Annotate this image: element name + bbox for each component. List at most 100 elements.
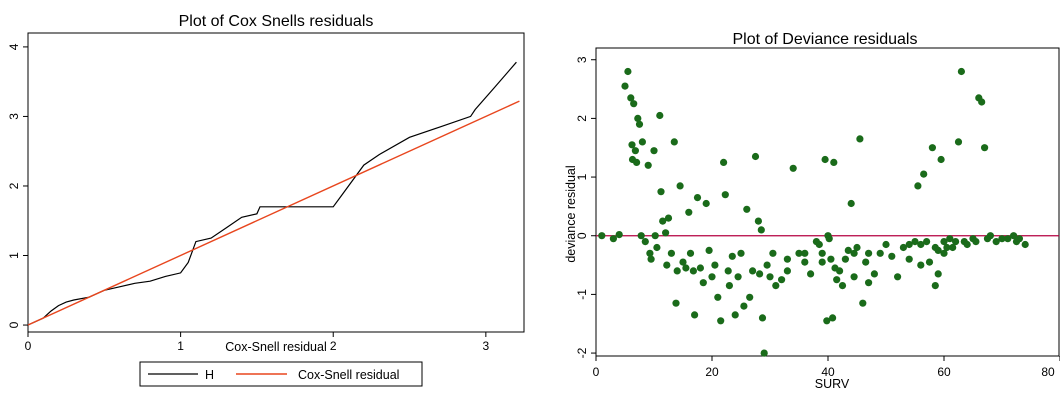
scatter-point	[667, 249, 675, 257]
scatter-point	[801, 258, 809, 266]
scatter-point	[685, 208, 693, 216]
scatter-point	[847, 199, 855, 208]
scatter-point	[963, 240, 971, 249]
scatter-point	[737, 249, 745, 257]
scatter-point	[920, 170, 928, 178]
x-tick-label: 0	[593, 365, 600, 379]
scatter-point	[702, 199, 710, 208]
y-tick-label: 1	[7, 252, 21, 259]
scatter-point	[821, 155, 829, 164]
scatter-point	[673, 267, 681, 275]
scatter-point	[823, 317, 831, 325]
scatter-point	[972, 238, 980, 246]
scatter-point	[633, 158, 641, 166]
scatter-point	[699, 279, 707, 287]
scatter-point	[691, 311, 699, 319]
x-axis-title: Cox-Snell residual	[225, 340, 326, 354]
scatter-point	[841, 255, 849, 263]
scatter-point	[865, 279, 873, 287]
scatter-point	[628, 141, 636, 149]
x-tick-label: 40	[821, 365, 835, 379]
scatter-point	[772, 282, 780, 290]
scatter-point	[925, 258, 934, 266]
scatter-point	[853, 243, 861, 252]
scatter-point	[638, 138, 646, 146]
scatter-point	[647, 255, 655, 263]
scatter-point	[766, 273, 774, 281]
scatter-point	[931, 282, 939, 290]
plot-area-frame	[27, 32, 525, 333]
scatter-point	[905, 240, 913, 249]
scatter-point	[1004, 235, 1012, 243]
x-tick-label: 1	[177, 339, 184, 353]
scatter-point	[949, 243, 957, 252]
scatter-point	[789, 164, 797, 172]
scatter-point	[598, 232, 606, 240]
scatter-point	[746, 293, 754, 301]
x-tick-label: 2	[330, 339, 337, 353]
scatter-point	[757, 226, 765, 234]
scatter-point	[928, 144, 936, 152]
scatter-point	[825, 235, 833, 243]
scatter-point	[641, 238, 649, 246]
scatter-point	[689, 267, 697, 275]
scatter-point	[795, 249, 803, 257]
scatter-point	[862, 258, 870, 266]
scatter-point	[836, 267, 844, 275]
scatter-point	[635, 120, 644, 128]
x-tick-label: 3	[483, 339, 490, 353]
scatter-point	[721, 191, 729, 199]
scatter-point	[656, 111, 664, 120]
x-tick-label: 80	[1041, 365, 1055, 379]
scatter-point	[728, 252, 736, 260]
chart-title: Plot of Deviance residuals	[733, 31, 918, 48]
y-tick-label: 2	[575, 115, 589, 122]
scatter-point	[830, 158, 838, 166]
scatter-point	[870, 270, 878, 278]
y-axis-title: deviance residual	[564, 165, 578, 262]
scatter-point	[769, 249, 777, 257]
scatter-point	[670, 138, 678, 146]
scatter-point	[917, 261, 925, 269]
scatter-point	[934, 246, 942, 254]
scatter-point	[952, 238, 960, 246]
scatter-point	[705, 246, 713, 254]
scatter-point	[943, 243, 951, 252]
scatter-point	[940, 249, 948, 257]
scatter-point	[818, 249, 826, 257]
scatter-point	[717, 317, 725, 325]
scatter-point	[1021, 240, 1029, 249]
scatter-point	[760, 349, 768, 357]
scatter-point	[1010, 232, 1018, 240]
y-tick-label: 2	[7, 182, 21, 189]
y-tick-label: 0	[7, 321, 21, 328]
scatter-point	[724, 267, 732, 275]
x-tick-label: 0	[25, 339, 32, 353]
scatter-point	[662, 229, 670, 237]
x-tick-label: 60	[937, 365, 951, 379]
scatter-point	[899, 243, 907, 252]
scatter-point	[981, 144, 989, 152]
scatter-point	[992, 238, 1000, 246]
scatter-point	[940, 238, 948, 246]
scatter-point	[711, 261, 719, 269]
scatter-point	[859, 299, 867, 307]
scatter-point	[672, 299, 680, 307]
scatter-point	[957, 67, 965, 76]
scatter-point	[756, 270, 764, 278]
scatter-point	[630, 100, 638, 108]
scatter-point	[894, 273, 902, 281]
scatter-point	[850, 273, 858, 281]
scatter-point	[888, 252, 896, 260]
y-tick-label: -2	[575, 347, 589, 358]
scatter-point	[917, 240, 925, 249]
scatter-point	[986, 232, 994, 240]
scatter-point	[801, 249, 809, 257]
scatter-point	[751, 152, 760, 161]
scatter-point	[827, 255, 835, 263]
scatter-point	[998, 235, 1006, 243]
scatter-point	[946, 235, 954, 243]
chart-title: Plot of Cox Snells residuals	[179, 13, 374, 30]
scatter-point	[838, 282, 847, 290]
scatter-point	[664, 214, 673, 222]
